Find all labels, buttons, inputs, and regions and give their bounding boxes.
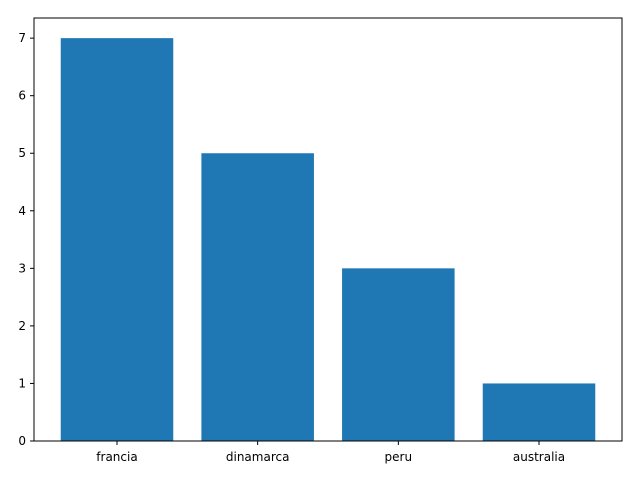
bar-australia (482, 383, 596, 441)
y-axis: 0 1 2 3 4 5 6 7 (18, 31, 34, 448)
y-tick-label: 1 (18, 376, 26, 390)
y-tick-label: 4 (18, 204, 26, 218)
bar-francia (60, 38, 174, 442)
x-tick-label: peru (385, 450, 413, 464)
y-tick-label: 6 (18, 89, 26, 103)
y-tick-label: 3 (18, 261, 26, 275)
plot-frame (33, 17, 623, 442)
y-tick-label: 0 (18, 434, 26, 448)
y-tick-label: 5 (18, 146, 26, 160)
x-tick-label: dinamarca (226, 450, 290, 464)
bar-peru (342, 268, 455, 441)
bars-layer (60, 38, 596, 442)
x-axis: francia dinamarca peru australia (96, 441, 565, 464)
y-tick-label: 2 (18, 319, 26, 333)
x-tick-label: francia (96, 450, 137, 464)
y-tick-label: 7 (18, 31, 26, 45)
x-tick-label: australia (513, 450, 565, 464)
bar-dinamarca (201, 153, 314, 441)
